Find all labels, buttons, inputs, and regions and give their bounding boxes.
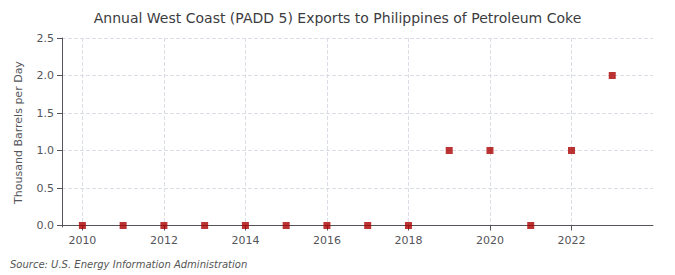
svg-text:2010: 2010 bbox=[68, 234, 96, 247]
svg-text:2016: 2016 bbox=[313, 234, 341, 247]
svg-text:Thousand Barrels per Day: Thousand Barrels per Day bbox=[12, 61, 25, 205]
svg-text:2022: 2022 bbox=[557, 234, 585, 247]
svg-text:2.0: 2.0 bbox=[37, 69, 55, 82]
svg-text:2012: 2012 bbox=[150, 234, 178, 247]
svg-text:2018: 2018 bbox=[394, 234, 422, 247]
svg-text:Annual West Coast (PADD 5) Exp: Annual West Coast (PADD 5) Exports to Ph… bbox=[94, 10, 582, 26]
svg-text:Source: U.S. Energy Informatio: Source: U.S. Energy Information Administ… bbox=[10, 259, 247, 270]
svg-text:2014: 2014 bbox=[231, 234, 259, 247]
svg-text:1.0: 1.0 bbox=[37, 144, 55, 157]
svg-text:2020: 2020 bbox=[476, 234, 504, 247]
svg-text:0.0: 0.0 bbox=[37, 219, 55, 232]
svg-text:0.5: 0.5 bbox=[37, 182, 55, 195]
svg-text:1.5: 1.5 bbox=[37, 107, 55, 120]
svg-text:2.5: 2.5 bbox=[37, 32, 55, 45]
